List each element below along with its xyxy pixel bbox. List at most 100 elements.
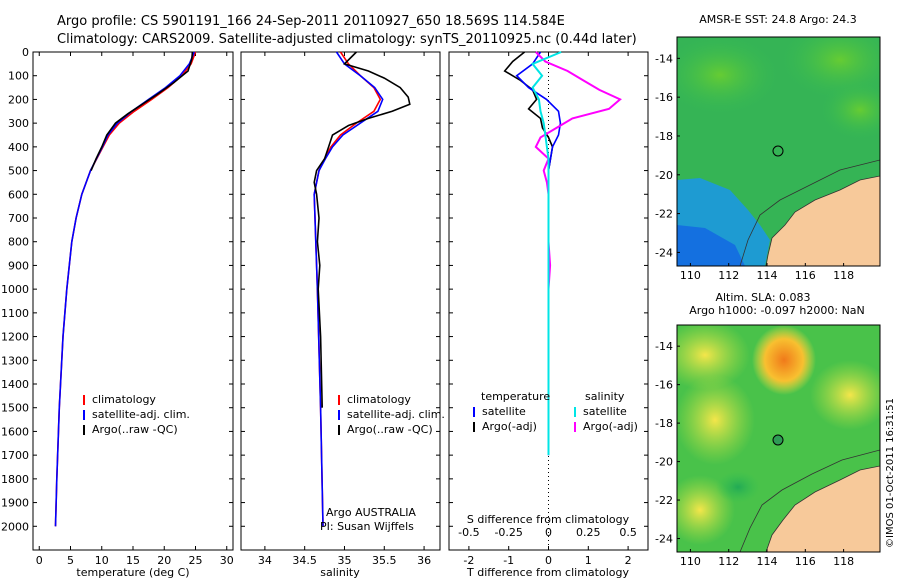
diff-x-tick-label: 0 (545, 554, 552, 567)
sst-map-warm-patch (820, 80, 880, 140)
temp-series-argo (90, 51, 194, 171)
sal-series-argo (313, 51, 411, 408)
title-line-2: Climatology: CARS2009. Satellite-adjuste… (57, 32, 637, 47)
sla-map-land (765, 465, 880, 552)
temp-y-tick-label: 400 (8, 141, 29, 154)
diff-x-tick-label: -2 (463, 554, 474, 567)
title-line-1: Argo profile: CS 5901191_166 24-Sep-2011… (57, 14, 565, 29)
temp-y-tick-label: 1000 (1, 283, 29, 296)
temp-x-tick-label: 10 (95, 554, 109, 567)
temp-y-tick-label: 1400 (1, 378, 29, 391)
temp-legend-label: Argo(..raw -QC) (92, 423, 178, 436)
temp-y-tick-label: 300 (8, 117, 29, 130)
sal-x-tick-label: 35.5 (372, 554, 397, 567)
diff-s-tick-label: -0.25 (494, 526, 522, 539)
temp-x-tick-label: 15 (126, 554, 140, 567)
salinity-panel: 34 34.5 35 35.5 36 climatology satellite-adj. … (240, 51, 445, 579)
sal-legend-label: satellite-adj. clim. (347, 408, 445, 421)
temp-legend-label: climatology (92, 393, 156, 406)
map-x-tick-label: 114 (757, 555, 778, 568)
sla-map-title: Altim. SLA: 0.083 (715, 291, 810, 304)
temp-y-tick-label: 1800 (1, 473, 29, 486)
sst-map-argo-marker (772, 145, 784, 157)
map-y-tick-label: -18 (655, 130, 673, 143)
diff-s-legend-label: Argo(-adj) (583, 420, 638, 433)
temp-x-tick-label: 5 (67, 554, 74, 567)
map-y-tick-label: -22 (655, 208, 673, 221)
diff-s-tick-label: 0.25 (576, 526, 601, 539)
temperature-panel: 0100200300400500600700800900100011001200… (1, 46, 234, 579)
temp-x-tick-label: 30 (220, 554, 234, 567)
timestamp-stamp: ©IMOS 01-Oct-2011 16:31:51 (885, 398, 896, 548)
diff-legend-heading: temperature (481, 390, 550, 403)
sst-map-cold-water (677, 225, 745, 266)
temp-x-axis-label: temperature (deg C) (76, 566, 189, 579)
temp-legend-label: satellite-adj. clim. (92, 408, 190, 421)
diff-x-tick-label: 1 (585, 554, 592, 567)
sst-map-shelf-contour (739, 159, 880, 266)
sst-map-land (765, 175, 880, 266)
map-x-tick-label: 112 (718, 555, 739, 568)
sla-map-yellow-patch (677, 375, 755, 465)
map-y-tick-label: -24 (655, 533, 673, 546)
sla-map-yellow-patch (810, 360, 880, 430)
figure-title: Argo profile: CS 5901191_166 24-Sep-2011… (57, 14, 637, 47)
sal-legend-label: Argo(..raw -QC) (347, 423, 433, 436)
diff-s-tick-label: 0.5 (619, 526, 637, 539)
map-x-tick-label: 110 (680, 555, 701, 568)
diff-x-axis-label: T difference from climatology (466, 566, 629, 579)
temp-x-tick-label: 20 (157, 554, 171, 567)
map-x-tick-label: 114 (757, 269, 778, 282)
temp-y-tick-label: 900 (8, 259, 29, 272)
sal-x-tick-label: 34 (258, 554, 272, 567)
temp-y-tick-label: 600 (8, 188, 29, 201)
sal-series-climatology (313, 51, 382, 527)
diff-t-legend-label: Argo(-adj) (482, 420, 537, 433)
sla-map-yellow-patch (677, 325, 750, 390)
temp-frame (32, 51, 234, 551)
diff-t-legend-label: satellite (482, 405, 526, 418)
temp-y-tick-label: 800 (8, 236, 29, 249)
diff-top-axis-label: S difference from climatology (467, 513, 630, 526)
diff-x-tick-label: 2 (625, 554, 632, 567)
sla-map-high-patch (752, 325, 816, 395)
sal-series-satellite (313, 51, 384, 527)
sal-annotation: PI: Susan Wijffels (320, 520, 414, 533)
temp-y-tick-label: 1500 (1, 402, 29, 415)
diff-series-temp-argo (503, 51, 554, 171)
sal-legend-label: climatology (347, 393, 411, 406)
temp-y-tick-label: 1900 (1, 497, 29, 510)
diff-s-tick-label: -0.5 (458, 526, 479, 539)
sla-map-subtitle: Argo h1000: -0.097 h2000: NaN (689, 304, 865, 317)
map-y-tick-label: -22 (655, 494, 673, 507)
temp-x-tick-label: 25 (189, 554, 203, 567)
difference-panel: -2-1012-0.5-0.2500.250.5temperaturesatel… (448, 51, 649, 579)
map-y-tick-label: -20 (655, 169, 673, 182)
temp-y-tick-label: 1200 (1, 331, 29, 344)
temp-y-tick-label: 1600 (1, 425, 29, 438)
sst-map-warm-patch (677, 37, 780, 115)
temp-y-tick-label: 1100 (1, 307, 29, 320)
map-x-tick-label: 118 (833, 555, 854, 568)
sal-x-tick-label: 36 (417, 554, 431, 567)
map-y-tick-label: -16 (655, 91, 673, 104)
map-y-tick-label: -14 (655, 340, 673, 353)
map-y-tick-label: -24 (655, 246, 673, 259)
sst-map-frame (676, 36, 881, 267)
temp-y-tick-label: 100 (8, 70, 29, 83)
map-x-tick-label: 112 (718, 269, 739, 282)
diff-series-sal-satellite (530, 51, 562, 456)
temp-y-tick-label: 700 (8, 212, 29, 225)
map-y-tick-label: -18 (655, 417, 673, 430)
temp-y-tick-label: 200 (8, 93, 29, 106)
sla-map: Altim. SLA: 0.083 Argo h1000: -0.097 h20… (655, 291, 881, 568)
sla-map-shelf-contour (739, 449, 880, 552)
map-y-tick-label: -16 (655, 379, 673, 392)
diff-x-tick-label: -1 (503, 554, 514, 567)
sla-map-argo-marker (772, 434, 784, 446)
map-y-tick-label: -20 (655, 456, 673, 469)
map-x-tick-label: 110 (680, 269, 701, 282)
sst-map: AMSR-E SST: 24.8 Argo: 24.3 110 112 114 116… (655, 13, 881, 282)
diff-legend-heading: salinity (585, 390, 625, 403)
diff-s-legend-label: satellite (583, 405, 627, 418)
